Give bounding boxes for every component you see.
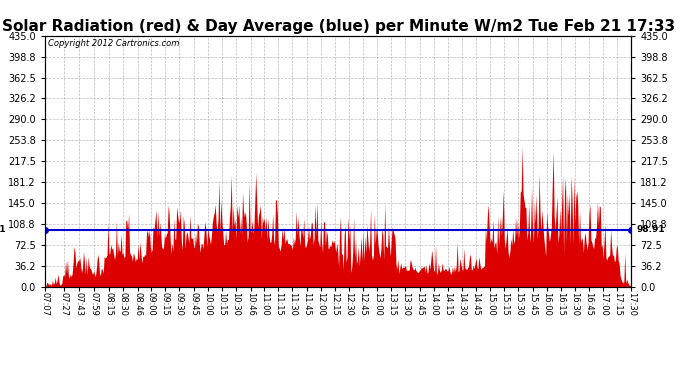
Title: Solar Radiation (red) & Day Average (blue) per Minute W/m2 Tue Feb 21 17:33: Solar Radiation (red) & Day Average (blu…: [1, 20, 675, 34]
Text: 98.91: 98.91: [637, 225, 666, 234]
Text: Copyright 2012 Cartronics.com: Copyright 2012 Cartronics.com: [48, 39, 179, 48]
Text: 98.91: 98.91: [0, 225, 6, 234]
